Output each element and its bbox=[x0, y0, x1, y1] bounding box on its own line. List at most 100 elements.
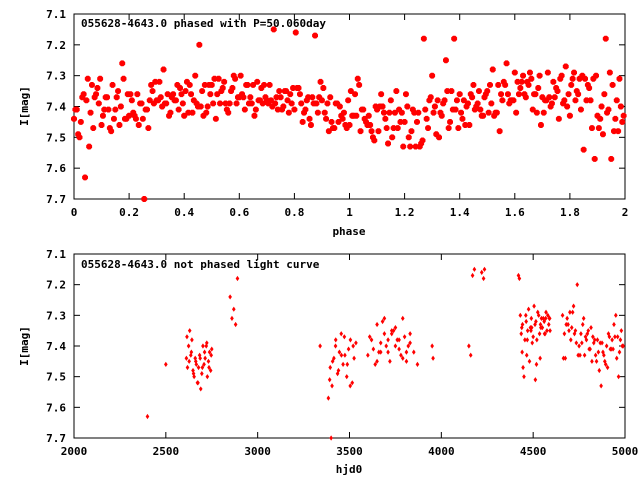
data-point bbox=[373, 361, 378, 367]
data-point bbox=[346, 346, 351, 352]
data-point bbox=[351, 343, 355, 349]
data-point bbox=[612, 115, 619, 122]
data-point bbox=[100, 112, 106, 119]
data-point bbox=[189, 349, 194, 355]
data-point bbox=[400, 355, 405, 361]
y-tick-label: 7.4 bbox=[46, 101, 66, 114]
data-point bbox=[324, 100, 331, 107]
data-point bbox=[525, 337, 530, 343]
data-point bbox=[542, 331, 547, 337]
data-point bbox=[518, 78, 525, 85]
data-point bbox=[208, 367, 213, 374]
data-point bbox=[523, 337, 527, 343]
plot-title: 055628-4643.0 phased with P=50.060day bbox=[81, 17, 326, 30]
data-point bbox=[185, 109, 192, 116]
data-point bbox=[367, 122, 374, 128]
data-point bbox=[80, 91, 87, 98]
data-point bbox=[235, 275, 240, 282]
data-point bbox=[538, 321, 543, 328]
data-point bbox=[430, 109, 437, 116]
data-point bbox=[372, 103, 379, 110]
data-point bbox=[467, 343, 471, 349]
data-point bbox=[541, 315, 546, 321]
data-point bbox=[616, 75, 623, 82]
data-point bbox=[540, 109, 547, 116]
data-point bbox=[521, 364, 525, 371]
data-point bbox=[272, 100, 279, 107]
data-point bbox=[606, 69, 613, 76]
data-point bbox=[455, 125, 462, 131]
data-point bbox=[127, 91, 134, 98]
data-point bbox=[191, 371, 196, 377]
data-point bbox=[292, 29, 299, 36]
data-point bbox=[89, 82, 95, 88]
data-point bbox=[318, 343, 322, 349]
data-point bbox=[441, 97, 448, 104]
data-point bbox=[192, 72, 199, 79]
data-point bbox=[419, 137, 426, 144]
x-tick-label: 1.6 bbox=[505, 206, 525, 219]
data-point bbox=[358, 106, 365, 113]
data-point bbox=[326, 395, 331, 401]
data-point bbox=[397, 119, 404, 125]
data-point bbox=[337, 349, 342, 355]
data-point bbox=[330, 358, 335, 364]
data-point bbox=[297, 91, 303, 98]
data-point bbox=[436, 134, 442, 141]
y-tick-label: 7.7 bbox=[46, 193, 66, 206]
data-point bbox=[479, 269, 484, 275]
data-point bbox=[391, 328, 396, 334]
data-point bbox=[476, 88, 482, 94]
x-tick-label: 0.2 bbox=[119, 206, 139, 219]
data-point bbox=[572, 331, 577, 337]
data-point bbox=[336, 367, 341, 374]
data-point bbox=[290, 85, 296, 91]
data-point bbox=[407, 143, 414, 150]
data-point bbox=[94, 85, 101, 91]
data-point bbox=[611, 346, 615, 352]
data-point bbox=[382, 315, 387, 321]
data-point bbox=[532, 91, 539, 98]
data-point bbox=[230, 315, 234, 321]
data-point bbox=[157, 94, 164, 101]
x-tick-label: 1.2 bbox=[395, 206, 415, 219]
data-point bbox=[207, 91, 214, 98]
data-point bbox=[392, 109, 398, 116]
data-point bbox=[203, 355, 207, 361]
data-point bbox=[243, 82, 250, 88]
data-point bbox=[393, 88, 400, 94]
data-point bbox=[134, 91, 141, 98]
data-point bbox=[560, 100, 566, 107]
data-point bbox=[597, 367, 602, 374]
data-point bbox=[485, 109, 492, 116]
data-point bbox=[598, 340, 603, 346]
data-point bbox=[164, 361, 168, 367]
data-point bbox=[520, 349, 524, 355]
data-point bbox=[201, 82, 208, 88]
data-point bbox=[562, 63, 569, 70]
data-point bbox=[615, 128, 622, 135]
data-point bbox=[135, 122, 142, 128]
data-point bbox=[587, 346, 592, 352]
data-point bbox=[609, 346, 614, 352]
data-point bbox=[527, 69, 533, 76]
data-point bbox=[353, 112, 360, 119]
data-point bbox=[266, 82, 273, 88]
data-point bbox=[200, 371, 204, 377]
data-point bbox=[319, 97, 325, 104]
data-point bbox=[388, 358, 392, 364]
data-point bbox=[445, 125, 452, 131]
data-point bbox=[613, 97, 620, 104]
data-point bbox=[108, 128, 115, 135]
data-point bbox=[309, 94, 316, 101]
data-point bbox=[505, 91, 511, 98]
x-tick-label: 3500 bbox=[336, 445, 363, 458]
data-point bbox=[487, 82, 493, 88]
data-point bbox=[126, 112, 133, 119]
data-point bbox=[237, 72, 244, 79]
data-point bbox=[617, 349, 622, 355]
y-tick-label: 7.1 bbox=[46, 248, 66, 261]
data-point bbox=[308, 122, 314, 128]
data-point bbox=[495, 82, 502, 88]
data-point bbox=[306, 115, 313, 122]
